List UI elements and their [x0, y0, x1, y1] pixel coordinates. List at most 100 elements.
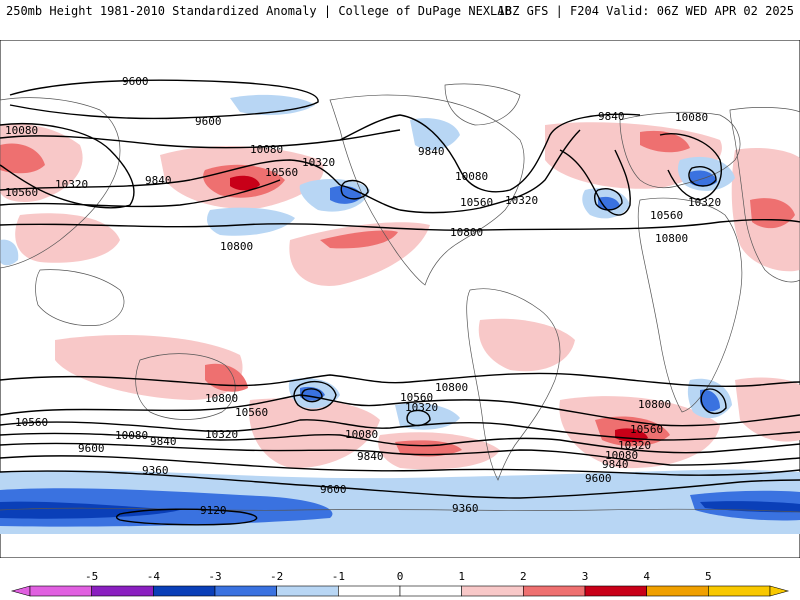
contour-label: 10800 [450, 226, 483, 239]
coastlines [0, 83, 800, 513]
contour-north-amer-ridge [339, 113, 641, 193]
anomaly-positive-e-indian [735, 377, 800, 442]
colorbar-segment [708, 585, 771, 597]
coast-europe [619, 111, 741, 189]
contour-label: 9120 [200, 504, 227, 517]
contour-label: 10560 [5, 186, 38, 199]
coast-north-america [329, 94, 525, 286]
contour-closed-low-spac-2 [293, 380, 337, 411]
colorbar-tick-label: -1 [332, 570, 345, 583]
contour-10560-north [0, 179, 281, 208]
contour-10800-north [0, 218, 800, 231]
contour-label: 10800 [220, 240, 253, 253]
contour-label: 9360 [452, 502, 479, 515]
contour-label: 9840 [145, 174, 172, 187]
contour-label: 10320 [618, 439, 651, 452]
contour-label: 10320 [505, 194, 538, 207]
contour-label: 10320 [205, 428, 238, 441]
contour-closed-low-satl [406, 409, 431, 427]
colorbar-segment [646, 585, 709, 597]
contour-closed-low-spac [301, 388, 323, 403]
contour-label: 10320 [302, 156, 335, 169]
coast-south-america [466, 288, 561, 481]
contour-label: 10800 [435, 381, 468, 394]
anomaly-negative-arctic-pac [230, 94, 315, 116]
map-title: 250mb Height 1981-2010 Standardized Anom… [6, 4, 512, 18]
colorbar-segment [399, 585, 462, 597]
contour-label: 10560 [460, 196, 493, 209]
colorbar-segment [214, 585, 277, 597]
contour-label: 9840 [357, 450, 384, 463]
coast-greenland [444, 83, 521, 126]
anomaly-positive-subtropic-pac [289, 222, 430, 286]
contour-label: 9600 [78, 442, 105, 455]
colorbar-segment [338, 585, 401, 597]
contour-atlantic-trough [559, 149, 631, 216]
contour-9120-south [115, 508, 258, 526]
contour-label: 10080 [455, 170, 488, 183]
contour-label: 9600 [320, 483, 347, 496]
contour-9360-south [0, 470, 800, 499]
anomaly-negative-tropic-w [0, 239, 19, 266]
contour-10560-south [0, 394, 800, 427]
contour-label: 10080 [345, 428, 378, 441]
anomaly-positive-n-pacific-core [230, 175, 260, 191]
colorbar-tick-label: 1 [458, 570, 465, 583]
anomaly-negative-w-pacific [207, 207, 295, 236]
colorbar-segment [276, 585, 339, 597]
anomaly-positive-africa [478, 318, 575, 372]
contour-9600-south [0, 455, 800, 476]
colorbar-segment [91, 585, 154, 597]
contour-label: 10080 [115, 429, 148, 442]
contour-europe-trough [659, 133, 722, 201]
contour-label: 10080 [605, 449, 638, 462]
contour-10320-north [0, 159, 341, 191]
anomaly-positive-europe-core [640, 130, 690, 153]
contour-label: 10560 [650, 209, 683, 222]
colorbar-tick-label: -2 [270, 570, 283, 583]
colorbar-tick-label: 0 [397, 570, 404, 583]
contour-10320-south [0, 419, 800, 441]
contour-label: 10320 [55, 178, 88, 191]
contour-label: 9840 [602, 458, 629, 471]
contour-north-amer-2 [339, 129, 581, 214]
height-contours [0, 79, 800, 526]
contour-10080-south [0, 432, 800, 454]
contour-label: 9840 [418, 145, 445, 158]
contour-closed-low-safr [700, 388, 727, 415]
colorbar-extend-high [769, 585, 790, 597]
colorbar-segment [461, 585, 524, 597]
anomaly-map: 9600 9600 10080 10080 10320 10560 9840 1… [0, 40, 800, 558]
contour-label: 10320 [688, 196, 721, 209]
anomaly-negative-core-south-3 [0, 501, 180, 519]
contour-label: 10080 [250, 143, 283, 156]
contour-label: 10560 [400, 391, 433, 404]
colorbar-tick-label: 5 [705, 570, 712, 583]
anomaly-negative-s-africa-core [700, 389, 720, 412]
contour-label: 10560 [235, 406, 268, 419]
contour-10080-north [0, 129, 401, 149]
colorbar-segment [584, 585, 647, 597]
anomaly-negative-n-atlantic-core [598, 196, 620, 211]
colorbar-extend-low [10, 585, 31, 597]
coast-antarctica [0, 507, 800, 513]
colorbar-tick-label: 3 [582, 570, 589, 583]
model-run-info: 18Z GFS | F204 Valid: 06Z WED APR 02 202… [497, 4, 794, 18]
colorbar-tick-labels: -5 -4 -3 -2 -1 0 1 2 3 4 5 [85, 570, 712, 583]
coast-east-asia [0, 97, 121, 269]
colorbar-segments [10, 585, 790, 597]
contour-label: 9840 [150, 435, 177, 448]
contour-label: 10560 [265, 166, 298, 179]
contour-closed-low-npac [340, 179, 369, 200]
contour-label: 10080 [675, 111, 708, 124]
contour-10800-south [0, 372, 800, 388]
contour-label: 10800 [205, 392, 238, 405]
contour-label: 10320 [405, 401, 438, 414]
contour-label: 9840 [598, 110, 625, 123]
contour-9840-south [0, 442, 800, 466]
colorbar-tick-label: -5 [85, 570, 98, 583]
contour-label: 9600 [195, 115, 222, 128]
contour-label: 9600 [122, 75, 149, 88]
coast-asia [729, 107, 800, 283]
contour-label: 10800 [655, 232, 688, 245]
